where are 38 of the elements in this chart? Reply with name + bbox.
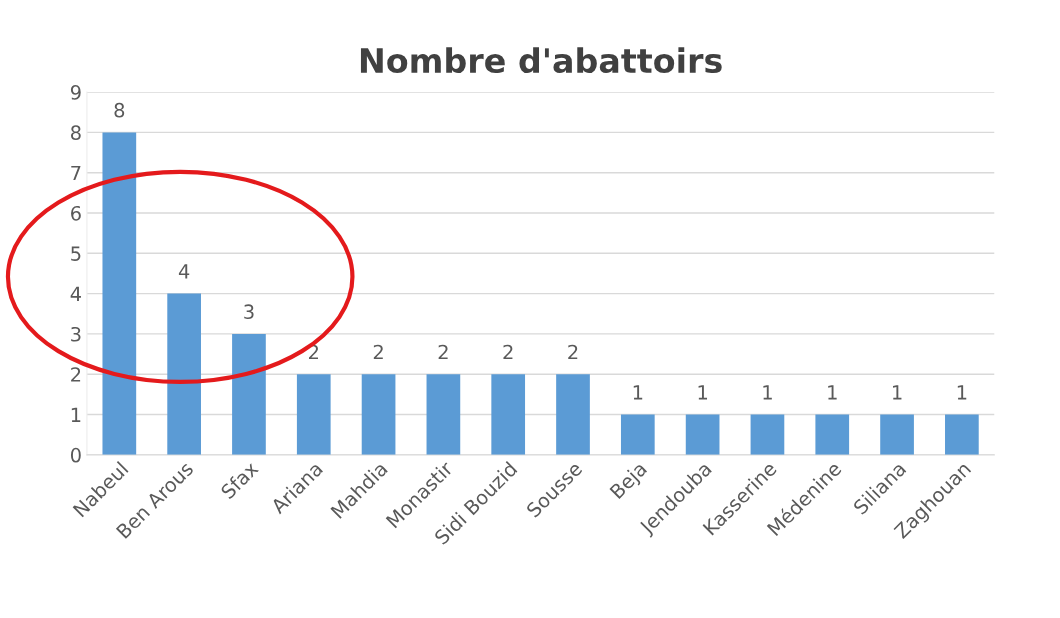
data-label: 2 xyxy=(373,344,383,360)
y-tick-label: 3 xyxy=(71,326,81,342)
data-label: 2 xyxy=(438,344,448,360)
data-label: 1 xyxy=(957,385,967,400)
bar xyxy=(102,132,137,455)
chart-title: Nombre d'abattoirs xyxy=(360,47,722,74)
data-label: 1 xyxy=(698,385,708,400)
data-label: 4 xyxy=(178,264,190,279)
y-tick-label: 1 xyxy=(71,407,81,422)
bar xyxy=(491,374,526,455)
bar xyxy=(685,414,720,455)
y-tick-label: 0 xyxy=(70,447,81,463)
bar xyxy=(880,414,914,455)
y-tick-label: 4 xyxy=(70,286,81,302)
data-label: 2 xyxy=(568,344,578,360)
y-tick-label: 8 xyxy=(71,125,81,141)
y-tick-label: 2 xyxy=(71,367,81,382)
bar xyxy=(750,414,785,455)
bar xyxy=(232,333,266,455)
bar xyxy=(167,293,201,455)
data-label: 1 xyxy=(633,385,643,400)
bar xyxy=(556,374,590,455)
data-label: 3 xyxy=(244,304,254,320)
data-label: 8 xyxy=(114,102,125,118)
data-label: 1 xyxy=(893,385,902,400)
data-label: 1 xyxy=(763,385,772,400)
y-tick-label: 6 xyxy=(71,205,81,221)
data-label: 2 xyxy=(503,344,513,360)
y-tick-label: 5 xyxy=(71,246,81,261)
y-tick-label: 7 xyxy=(71,165,81,181)
data-label: 1 xyxy=(828,385,837,400)
bar xyxy=(815,414,850,455)
bar xyxy=(426,374,461,455)
bar xyxy=(296,374,331,455)
bar xyxy=(945,414,979,455)
bar xyxy=(620,414,655,455)
y-tick-label: 9 xyxy=(70,85,81,100)
bar xyxy=(361,374,396,455)
